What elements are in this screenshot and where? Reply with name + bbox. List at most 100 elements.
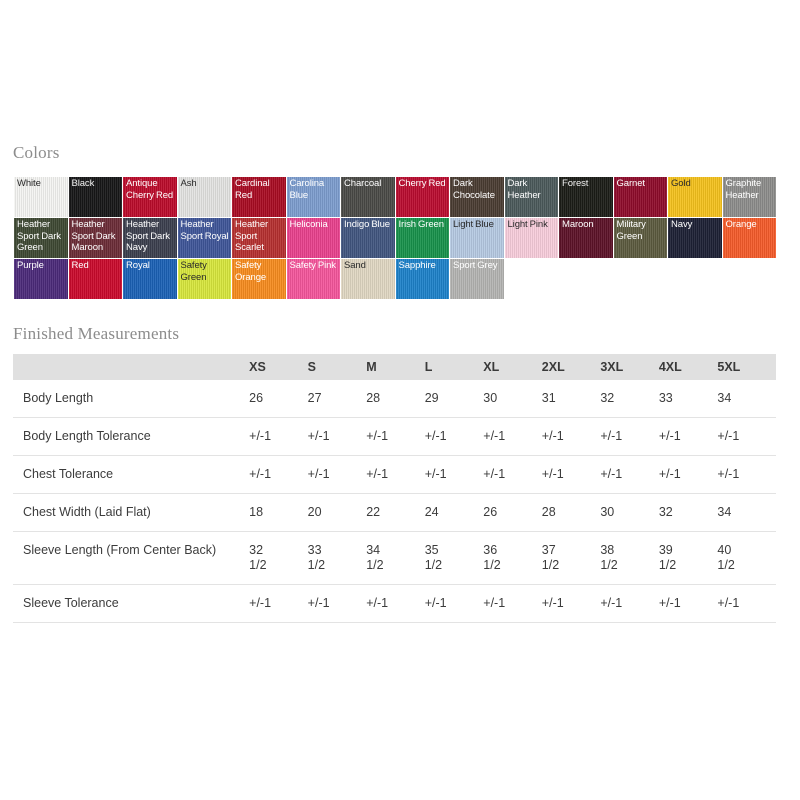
color-swatch[interactable]: Gold [668, 177, 723, 218]
color-swatch[interactable]: Ash [177, 177, 232, 218]
color-swatch-label: Red [71, 260, 89, 271]
color-swatch[interactable]: Black [68, 177, 123, 218]
color-swatch[interactable]: Heather Sport Royal [177, 218, 232, 259]
color-swatch[interactable]: Antique Cherry Red [123, 177, 178, 218]
measurement-value: 40 1/2 [717, 531, 776, 585]
color-swatch[interactable]: Cherry Red [395, 177, 450, 218]
color-swatch[interactable]: Light Pink [504, 218, 559, 259]
measurement-value: +/-1 [424, 455, 484, 494]
color-swatch-label: Garnet [616, 178, 646, 189]
color-swatch[interactable]: Heather Sport Scarlet [232, 218, 287, 259]
color-swatch[interactable]: Safety Green [177, 259, 232, 300]
column-header-size: S [307, 354, 367, 380]
color-swatch[interactable]: Red [68, 259, 123, 300]
measurement-value: 35 1/2 [424, 531, 484, 585]
measurement-value: +/-1 [600, 584, 659, 623]
color-swatch[interactable]: Heather Sport Dark Green [14, 218, 69, 259]
color-swatch[interactable]: Maroon [559, 218, 614, 259]
color-swatch[interactable]: Charcoal [341, 177, 396, 218]
color-swatch[interactable]: Irish Green [395, 218, 450, 259]
measurement-value: +/-1 [483, 417, 542, 456]
color-swatch[interactable]: Safety Pink [286, 259, 341, 300]
color-swatch-label: Orange [725, 219, 757, 230]
column-header-size: XL [483, 354, 542, 380]
color-swatch[interactable]: Sapphire [395, 259, 450, 300]
color-swatch[interactable]: Dark Chocolate [450, 177, 505, 218]
color-swatch-label: Sand [344, 260, 366, 271]
table-row: Chest Tolerance +/-1 +/-1 +/-1 +/-1 +/-1 +/-1 +… [13, 455, 776, 494]
color-swatch[interactable]: Carolina Blue [286, 177, 341, 218]
measurement-value: 32 [600, 391, 615, 405]
color-swatch[interactable]: Forest [559, 177, 614, 218]
color-swatch-label: Light Blue [453, 219, 494, 230]
color-swatch-label: Forest [562, 178, 589, 189]
color-swatch[interactable]: Orange [722, 218, 777, 259]
color-swatch-label: Dark Chocolate [453, 178, 495, 201]
measurement-value: 28 [541, 493, 601, 532]
color-swatch-label: Dark Heather [507, 178, 541, 201]
measurement-value: +/-1 [483, 584, 542, 623]
measurement-value: 22 [366, 493, 425, 532]
measurement-value: +/-1 [717, 584, 776, 623]
color-swatch-label: Black [71, 178, 95, 189]
measurement-label: Sleeve Tolerance [13, 584, 250, 623]
color-swatch[interactable]: Safety Orange [232, 259, 287, 300]
color-swatch[interactable]: Military Green [613, 218, 668, 259]
color-swatch-label: Irish Green [398, 219, 444, 230]
column-header-size: 2XL [541, 354, 601, 380]
measurement-value: 29 [424, 391, 439, 405]
measurement-value: +/-1 [717, 417, 776, 456]
color-swatch-label: Cherry Red [398, 178, 446, 189]
measurement-value: 34 [717, 391, 732, 405]
color-swatch[interactable]: Heather Sport Dark Navy [123, 218, 178, 259]
measurement-value: +/-1 [658, 584, 718, 623]
color-swatch[interactable]: Dark Heather [504, 177, 559, 218]
measurement-value: +/-1 [366, 455, 425, 494]
color-swatch-label: Cardinal Red [235, 178, 270, 201]
measurement-value: +/-1 [424, 584, 484, 623]
color-swatch[interactable]: Heliconia [286, 218, 341, 259]
color-swatch-label: Heather Sport Dark Navy [126, 219, 170, 253]
color-swatch[interactable]: Graphite Heather [722, 177, 777, 218]
color-swatch-label: Charcoal [344, 178, 382, 189]
color-swatch-label: Heather Sport Dark Maroon [71, 219, 116, 253]
color-swatch[interactable]: Sand [341, 259, 396, 300]
measurement-value: 26 [249, 391, 264, 405]
color-swatch[interactable]: Navy [668, 218, 723, 259]
color-swatch-label: Navy [671, 219, 693, 230]
color-swatch[interactable]: Royal [123, 259, 178, 300]
measurement-value: +/-1 [600, 417, 659, 456]
color-swatch-label: Safety Green [180, 260, 207, 283]
color-swatch-label: Purple [17, 260, 44, 271]
measurement-value: 33 [658, 391, 673, 405]
column-header-size: L [424, 354, 484, 380]
color-swatch[interactable]: Purple [14, 259, 69, 300]
color-swatch-label: Safety Pink [289, 260, 337, 271]
measurement-value: 34 [717, 493, 776, 532]
measurement-value: 38 1/2 [600, 531, 659, 585]
color-swatch[interactable]: White [14, 177, 69, 218]
column-header-measurement [13, 354, 250, 380]
color-swatch[interactable]: Cardinal Red [232, 177, 287, 218]
color-swatch-label: Light Pink [507, 219, 548, 230]
colors-section: Colors White Black Antique Cherry Red Ash Ca… [13, 143, 777, 300]
color-swatch-label: Graphite Heather [725, 178, 762, 201]
measurement-value: 28 [366, 391, 381, 405]
measurement-value: +/-1 [483, 455, 542, 494]
measurement-value: +/-1 [541, 417, 601, 456]
color-swatch[interactable]: Heather Sport Dark Maroon [68, 218, 123, 259]
color-swatch[interactable]: Light Blue [450, 218, 505, 259]
table-row: Body Length Tolerance +/-1 +/-1 +/-1 +/-1 +/-… [13, 417, 776, 456]
color-swatch[interactable]: Garnet [613, 177, 668, 218]
table-body: Body Length 26 27 28 29 30 31 32 33 34 Body Length… [13, 380, 776, 623]
measurements-table: XS S M L XL 2XL 3XL 4XL 5XL Body Length 26 27 28 29 3… [13, 354, 776, 623]
color-swatch[interactable]: Indigo Blue [341, 218, 396, 259]
measurement-value: +/-1 [307, 417, 367, 456]
color-swatch-label: Indigo Blue [344, 219, 390, 230]
table-row: Body Length 26 27 28 29 30 31 32 33 34 [13, 380, 776, 418]
color-swatch-label: Antique Cherry Red [126, 178, 174, 201]
table-row: Chest Width (Laid Flat) 18 20 22 24 26 28 30 32 3… [13, 493, 776, 532]
color-swatch[interactable]: Sport Grey [450, 259, 505, 300]
color-swatch-label: Heliconia [289, 219, 328, 230]
measurement-value: +/-1 [600, 455, 659, 494]
